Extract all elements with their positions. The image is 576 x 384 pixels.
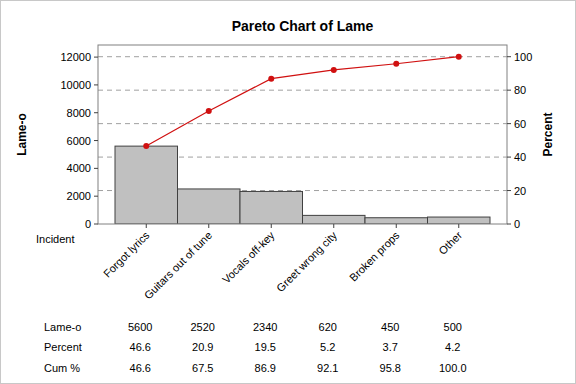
- y2-tick: [507, 56, 511, 57]
- y-tick: [94, 112, 98, 113]
- bar: [178, 189, 241, 224]
- plot-marks: [115, 54, 490, 224]
- y-tick: [94, 84, 98, 85]
- table-value: 100.0: [439, 362, 467, 374]
- x-tick: [458, 224, 459, 228]
- table-row-label: Lame-o: [44, 321, 81, 333]
- y-tick-label: 0: [85, 218, 91, 230]
- y-tick-label: 2000: [67, 190, 91, 202]
- y-tick: [94, 224, 98, 225]
- y2-tick-label: 100: [514, 51, 532, 63]
- bar: [303, 215, 366, 224]
- y-tick-label: 6000: [67, 135, 91, 147]
- x-tick: [333, 224, 334, 228]
- x-tick: [271, 224, 272, 228]
- table-value: 67.5: [192, 362, 213, 374]
- table-value: 2340: [253, 321, 277, 333]
- y2-tick-label: 40: [514, 151, 526, 163]
- marker: [393, 61, 399, 67]
- x-tick-label: Guitars out of tune: [142, 229, 214, 301]
- y-tick-label: 10000: [60, 79, 91, 91]
- plot-frame: [98, 45, 507, 224]
- table-value: 20.9: [192, 341, 213, 353]
- marker: [143, 143, 149, 149]
- y2-tick-label: 0: [514, 218, 520, 230]
- grid-line: [98, 90, 507, 91]
- y2-tick: [507, 90, 511, 91]
- table-value: 620: [319, 321, 337, 333]
- y2-tick-label: 80: [514, 84, 526, 96]
- x-tick-label: Greet wrong city: [274, 229, 339, 294]
- table-value: 86.9: [255, 362, 276, 374]
- marker: [268, 76, 274, 82]
- x-tick: [208, 224, 209, 228]
- y2-tick: [507, 157, 511, 158]
- table-value: 4.2: [445, 341, 460, 353]
- y2-axis-label: Percent: [541, 112, 555, 156]
- bar: [115, 146, 178, 224]
- y-tick-label: 8000: [67, 107, 91, 119]
- y-axis-label: Lame-o: [15, 113, 29, 156]
- table-value: 450: [381, 321, 399, 333]
- table-value: 2520: [191, 321, 215, 333]
- table-value: 5.2: [320, 341, 335, 353]
- x-tick-label: Broken props: [347, 229, 402, 284]
- marker: [206, 108, 212, 114]
- x-axis-label: Incident: [36, 233, 75, 245]
- y2-tick-label: 60: [514, 118, 526, 130]
- y-tick: [94, 140, 98, 141]
- background: [0, 0, 576, 384]
- x-tick: [146, 224, 147, 228]
- y2-tick: [507, 224, 511, 225]
- y2-tick: [507, 190, 511, 191]
- x-tick-label: Vocals off-key: [220, 229, 277, 286]
- grid-line: [98, 123, 507, 124]
- table-value: 46.6: [130, 362, 151, 374]
- x-tick-label: Other: [436, 229, 464, 257]
- y-tick: [94, 196, 98, 197]
- x-tick: [396, 224, 397, 228]
- table-value: 95.8: [380, 362, 401, 374]
- line: [146, 57, 459, 146]
- table-row-label: Cum %: [44, 362, 80, 374]
- table-value: 500: [444, 321, 462, 333]
- bar: [428, 217, 491, 224]
- table-row-label: Percent: [44, 341, 82, 353]
- title: Pareto Chart of Lame: [232, 18, 374, 34]
- table-value: 92.1: [317, 362, 338, 374]
- chart: Pareto Chart of Lame 0 2000 4000 6000 8000 100…: [0, 0, 576, 384]
- y-tick-label: 12000: [60, 51, 91, 63]
- table-value: 5600: [128, 321, 152, 333]
- table-value: 46.6: [130, 341, 151, 353]
- marker: [456, 54, 462, 60]
- marker: [331, 67, 337, 73]
- y-tick: [94, 168, 98, 169]
- y-tick: [94, 57, 98, 58]
- bar: [365, 218, 428, 224]
- outer-border: [1, 1, 576, 384]
- y2-tick: [507, 123, 511, 124]
- y-tick-label: 4000: [67, 162, 91, 174]
- x-tick-label: Forgot lyrics: [101, 229, 152, 280]
- grid-line: [98, 56, 507, 57]
- table-value: 19.5: [255, 341, 276, 353]
- bar: [240, 191, 303, 224]
- y2-tick-label: 20: [514, 185, 526, 197]
- table-value: 3.7: [383, 341, 398, 353]
